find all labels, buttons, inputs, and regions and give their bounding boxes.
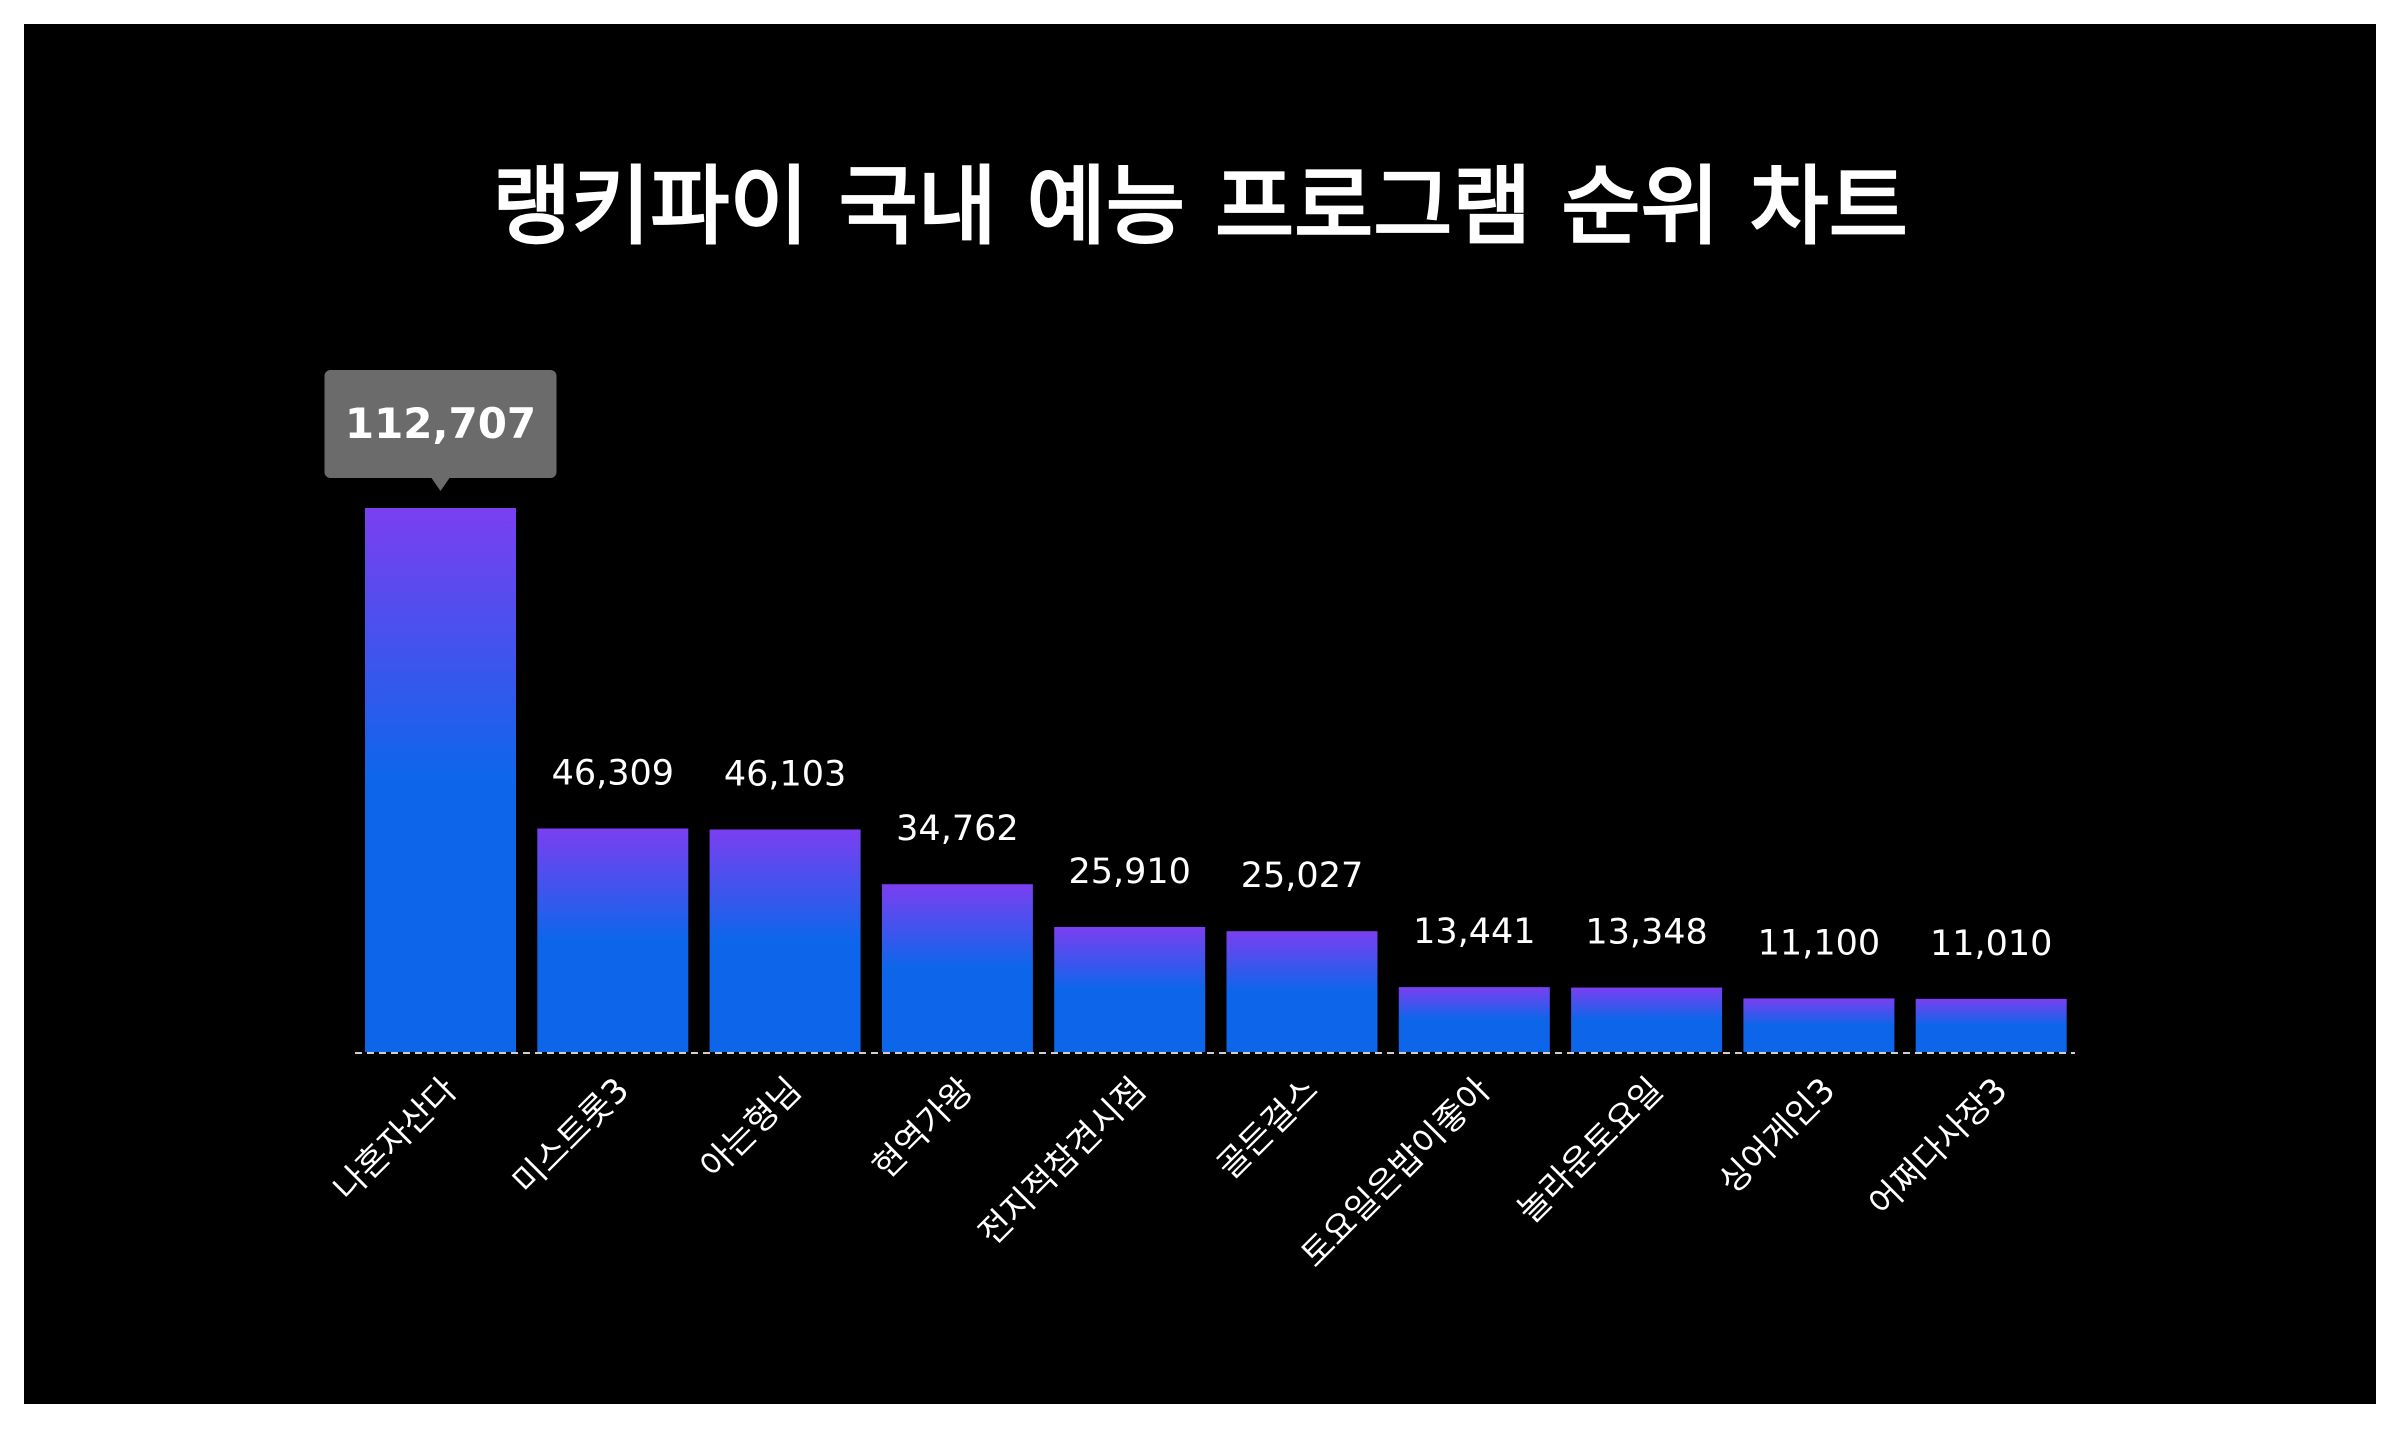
category-label-4: 현역가왕 [865, 1070, 982, 1187]
category-label-6: 골든걸스 [1210, 1070, 1327, 1187]
bars-layer [365, 508, 2067, 1052]
value-label-8: 13,348 [1585, 913, 1707, 953]
category-label-7: 토요일은밥이좋아 [1293, 1070, 1498, 1275]
category-label-5: 전지적참견시점 [971, 1070, 1154, 1253]
category-label-3: 아는형님 [693, 1070, 810, 1187]
tooltip-pointer [431, 478, 450, 491]
chart-title: 랭키파이 국내 예능 프로그램 순위 차트 [492, 157, 1908, 257]
bar-7[interactable] [1398, 987, 1550, 1052]
category-label-10: 어쩌다사장3 [1861, 1070, 2015, 1224]
tooltip-box [324, 370, 557, 478]
value-label-3: 46,103 [724, 754, 846, 794]
value-tooltip: 112,707 [324, 370, 557, 491]
value-label-1: 112,707 [345, 399, 536, 448]
bar-5[interactable] [1054, 926, 1206, 1052]
labels-layer: 112,707 나혼자산다 46,309 미스트롯3 46,103 아는형님 34,762 현… [324, 370, 2052, 1275]
category-label-9: 싱어게인3 [1711, 1070, 1843, 1202]
bar-8[interactable] [1571, 987, 1723, 1052]
bar-3[interactable] [709, 829, 861, 1052]
bar-9[interactable] [1743, 998, 1895, 1052]
value-label-6: 25,027 [1241, 856, 1363, 896]
value-label-4: 34,762 [896, 809, 1018, 849]
value-label-9: 11,100 [1758, 923, 1880, 963]
category-label-8: 놀라운토요일 [1510, 1070, 1671, 1231]
bar-4[interactable] [881, 884, 1033, 1052]
bar-6[interactable] [1226, 931, 1378, 1052]
value-label-10: 11,010 [1930, 924, 2052, 964]
value-label-5: 25,910 [1068, 852, 1190, 892]
bar-2[interactable] [537, 828, 689, 1052]
category-label-1: 나혼자산다 [326, 1070, 465, 1209]
value-label-7: 13,441 [1413, 912, 1535, 952]
bar-10[interactable] [1915, 998, 2067, 1052]
value-label-2: 46,309 [552, 753, 674, 793]
category-label-2: 미스트롯3 [505, 1070, 637, 1202]
bar-1[interactable] [365, 508, 516, 1052]
